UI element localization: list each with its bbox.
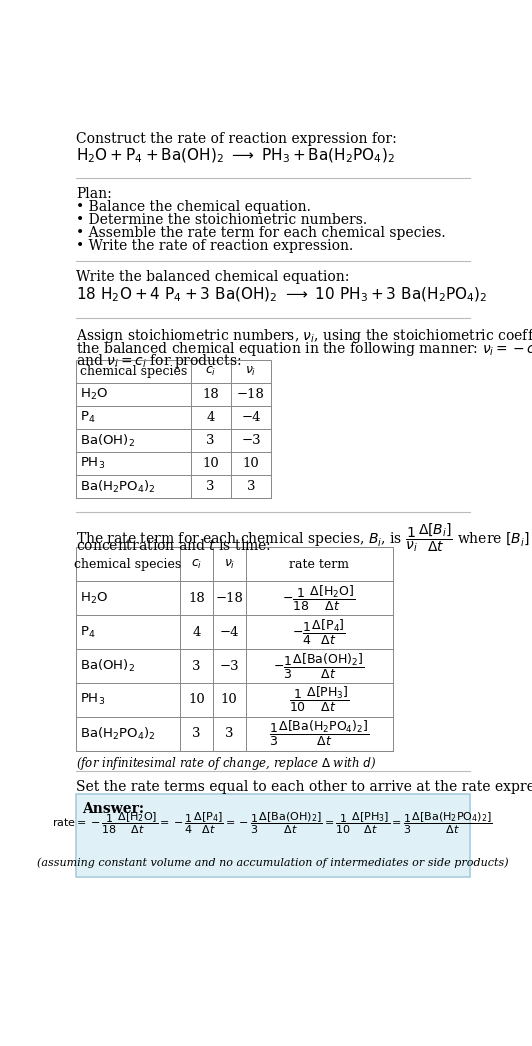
Text: 10: 10: [188, 693, 205, 706]
Text: Answer:: Answer:: [82, 801, 144, 816]
Text: $\mathrm{P_4}$: $\mathrm{P_4}$: [80, 410, 96, 425]
Text: 3: 3: [206, 434, 215, 447]
FancyBboxPatch shape: [76, 794, 470, 877]
Text: $-\dfrac{1}{4}\dfrac{\Delta[\mathrm{P_4}]}{\Delta t}$: $-\dfrac{1}{4}\dfrac{\Delta[\mathrm{P_4}…: [292, 618, 346, 646]
Text: 18: 18: [188, 592, 205, 605]
Text: • Determine the stoichiometric numbers.: • Determine the stoichiometric numbers.: [76, 213, 367, 227]
Text: 18: 18: [202, 388, 219, 401]
Text: Set the rate terms equal to each other to arrive at the rate expression:: Set the rate terms equal to each other t…: [76, 780, 532, 794]
Text: $\mathrm{rate} = -\dfrac{1}{18}\dfrac{\Delta[\mathrm{H_2O}]}{\Delta t} = -\dfrac: $\mathrm{rate} = -\dfrac{1}{18}\dfrac{\D…: [52, 811, 493, 836]
Text: $\mathrm{P_4}$: $\mathrm{P_4}$: [80, 624, 96, 640]
Text: Construct the rate of reaction expression for:: Construct the rate of reaction expressio…: [76, 132, 396, 145]
Text: $\nu_i$: $\nu_i$: [245, 365, 256, 378]
Text: −18: −18: [215, 592, 243, 605]
Text: $-\dfrac{1}{18}\dfrac{\Delta[\mathrm{H_2O}]}{\Delta t}$: $-\dfrac{1}{18}\dfrac{\Delta[\mathrm{H_2…: [282, 584, 356, 613]
Text: −4: −4: [241, 411, 261, 424]
Text: and $\nu_i = c_i$ for products:: and $\nu_i = c_i$ for products:: [76, 351, 241, 370]
Text: $\mathrm{H_2O}$: $\mathrm{H_2O}$: [80, 591, 109, 606]
Text: • Write the rate of reaction expression.: • Write the rate of reaction expression.: [76, 240, 353, 253]
Text: Plan:: Plan:: [76, 187, 112, 201]
Text: $c_i$: $c_i$: [191, 558, 202, 571]
Text: 3: 3: [193, 660, 201, 673]
Text: $c_i$: $c_i$: [205, 365, 217, 378]
Text: $\mathrm{Ba(H_2PO_4)_2}$: $\mathrm{Ba(H_2PO_4)_2}$: [80, 479, 156, 495]
Text: −3: −3: [219, 660, 239, 673]
Text: 4: 4: [193, 626, 201, 639]
Text: chemical species: chemical species: [74, 558, 182, 571]
Text: $\mathrm{18\ H_2O + 4\ P_4 + 3\ Ba(OH)_2 \ \longrightarrow \ 10\ PH_3 + 3\ Ba(H_: $\mathrm{18\ H_2O + 4\ P_4 + 3\ Ba(OH)_2…: [76, 286, 487, 304]
Text: −4: −4: [220, 626, 239, 639]
Text: The rate term for each chemical species, $B_i$, is $\dfrac{1}{\nu_i}\dfrac{\Delt: The rate term for each chemical species,…: [76, 521, 532, 554]
Text: 3: 3: [225, 727, 234, 741]
Text: rate term: rate term: [289, 558, 349, 571]
Text: $\nu_i$: $\nu_i$: [223, 558, 235, 571]
Text: $\mathrm{H_2O}$: $\mathrm{H_2O}$: [80, 387, 109, 402]
Text: 3: 3: [247, 480, 255, 493]
Text: the balanced chemical equation in the following manner: $\nu_i = -c_i$ for react: the balanced chemical equation in the fo…: [76, 340, 532, 358]
Text: 10: 10: [243, 457, 259, 470]
Text: $\dfrac{1}{10}\dfrac{\Delta[\mathrm{PH_3}]}{\Delta t}$: $\dfrac{1}{10}\dfrac{\Delta[\mathrm{PH_3…: [289, 685, 350, 714]
Text: (for infinitesimal rate of change, replace $\Delta$ with $d$): (for infinitesimal rate of change, repla…: [76, 755, 376, 772]
Bar: [76, 547, 393, 751]
Text: $\dfrac{1}{3}\dfrac{\Delta[\mathrm{Ba(H_2PO_4)_2}]}{\Delta t}$: $\dfrac{1}{3}\dfrac{\Delta[\mathrm{Ba(H_…: [269, 720, 370, 748]
Text: • Balance the chemical equation.: • Balance the chemical equation.: [76, 200, 311, 214]
Text: $\mathrm{Ba(OH)_2}$: $\mathrm{Ba(OH)_2}$: [80, 432, 136, 449]
Text: $\mathrm{H_2O + P_4 + Ba(OH)_2 \ \longrightarrow \ PH_3 + Ba(H_2PO_4)_2}$: $\mathrm{H_2O + P_4 + Ba(OH)_2 \ \longri…: [76, 147, 395, 165]
Text: −18: −18: [237, 388, 265, 401]
Text: 3: 3: [193, 727, 201, 741]
Text: $\mathrm{Ba(H_2PO_4)_2}$: $\mathrm{Ba(H_2PO_4)_2}$: [80, 726, 156, 742]
Text: concentration and $t$ is time:: concentration and $t$ is time:: [76, 539, 271, 553]
Text: Assign stoichiometric numbers, $\nu_i$, using the stoichiometric coefficients, $: Assign stoichiometric numbers, $\nu_i$, …: [76, 327, 532, 345]
Text: • Assemble the rate term for each chemical species.: • Assemble the rate term for each chemic…: [76, 226, 445, 241]
Text: $-\dfrac{1}{3}\dfrac{\Delta[\mathrm{Ba(OH)_2}]}{\Delta t}$: $-\dfrac{1}{3}\dfrac{\Delta[\mathrm{Ba(O…: [273, 652, 365, 681]
Text: $\mathrm{Ba(OH)_2}$: $\mathrm{Ba(OH)_2}$: [80, 658, 136, 674]
Text: 10: 10: [202, 457, 219, 470]
Text: 10: 10: [221, 693, 238, 706]
Text: (assuming constant volume and no accumulation of intermediates or side products): (assuming constant volume and no accumul…: [37, 857, 509, 867]
Text: 4: 4: [206, 411, 215, 424]
Text: $\mathrm{PH_3}$: $\mathrm{PH_3}$: [80, 456, 106, 471]
Bar: [76, 360, 271, 498]
Text: chemical species: chemical species: [79, 365, 187, 378]
Text: Write the balanced chemical equation:: Write the balanced chemical equation:: [76, 270, 349, 285]
Text: 3: 3: [206, 480, 215, 493]
Text: −3: −3: [241, 434, 261, 447]
Text: $\mathrm{PH_3}$: $\mathrm{PH_3}$: [80, 692, 106, 707]
